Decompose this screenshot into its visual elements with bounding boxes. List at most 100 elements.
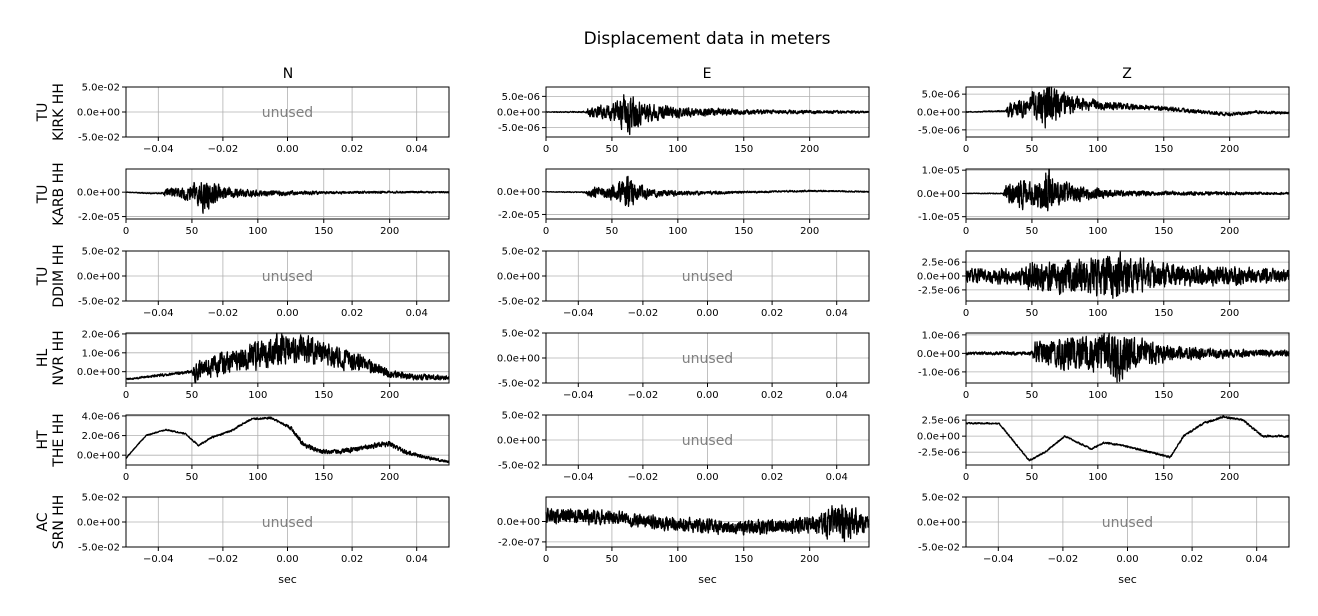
- y-tick-label: 2.5e-06: [922, 258, 960, 269]
- panel-e-4: unused −0.04 −0.02 0.00 0.02 0.04 -5.0e-02 0.0e…: [497, 411, 870, 483]
- x-tick-label: 0.02: [341, 554, 363, 565]
- panel-z-0: 0 50 100 150 200 -5.0e-06 0.0e+00 5.0e-06: [917, 86, 1290, 155]
- y-tick-label: -2.0e-07: [498, 537, 540, 548]
- x-tick-label: 200: [380, 390, 399, 401]
- x-tick-label: 200: [1220, 472, 1239, 483]
- y-tick-label: -2.5e-06: [918, 448, 960, 459]
- x-tick-label: 200: [1220, 390, 1239, 401]
- x-tick-label: 50: [186, 226, 199, 237]
- x-tick-label: −0.04: [563, 390, 594, 401]
- y-tick-label: 2.0e-06: [82, 431, 120, 442]
- x-tick-label: 200: [380, 226, 399, 237]
- x-tick-label: 0.04: [826, 308, 848, 319]
- y-tick-label: 0.0e+00: [77, 518, 120, 529]
- column-title-n: N: [283, 66, 293, 82]
- y-tick-label: 0.0e+00: [917, 432, 960, 443]
- x-tick-label: 0.02: [761, 308, 783, 319]
- x-tick-label: 0.00: [696, 308, 718, 319]
- x-tick-label: 0.04: [826, 390, 848, 401]
- panel-z-5: unused −0.04 −0.02 0.00 0.02 0.04 -5.0e-02 0.0e…: [917, 493, 1290, 586]
- y-tick-label: -5.0e-02: [498, 461, 540, 472]
- x-tick-label: 150: [734, 226, 753, 237]
- y-tick-label: 1.0e-06: [82, 348, 120, 359]
- x-tick-label: −0.02: [208, 308, 239, 319]
- panel-frame: [125, 168, 450, 220]
- y-tick-label: 0.0e+00: [77, 188, 120, 199]
- y-tick-label: -1.0e-05: [918, 212, 960, 223]
- x-tick-label: 100: [668, 144, 687, 155]
- y-tick-label: 0.0e+00: [497, 517, 540, 528]
- y-tick-label: 5.0e-02: [82, 83, 120, 94]
- x-tick-label: 0.00: [1116, 554, 1138, 565]
- panel-frame: [125, 332, 450, 384]
- panel-n-4: 0 50 100 150 200 0.0e+00 2.0e-06 4.0e-06: [77, 411, 450, 483]
- x-tick-label: 50: [606, 144, 619, 155]
- panel-z-1: 0 50 100 150 200 -1.0e-05 0.0e+00 1.0e-05: [917, 166, 1290, 237]
- y-tick-label: -2.5e-06: [918, 285, 960, 296]
- x-tick-label: 0.02: [761, 472, 783, 483]
- x-tick-label: 200: [800, 554, 819, 565]
- x-tick-label: 0: [963, 226, 969, 237]
- y-tick-label: 0.0e+00: [497, 108, 540, 119]
- y-tick-label: 1.0e-05: [922, 166, 960, 177]
- x-tick-label: 0.02: [761, 390, 783, 401]
- y-tick-label: -5.0e-06: [498, 123, 540, 134]
- x-tick-label: 0.04: [406, 554, 428, 565]
- x-tick-label: 0.04: [406, 308, 428, 319]
- y-tick-label: 1.0e-06: [922, 330, 960, 341]
- station-name-label: KARB HH: [51, 162, 67, 225]
- unused-label: unused: [262, 269, 313, 285]
- column-title-z: Z: [1122, 66, 1132, 82]
- x-tick-label: 0: [963, 390, 969, 401]
- x-tick-label: 0.02: [341, 144, 363, 155]
- y-tick-label: 0.0e+00: [917, 272, 960, 283]
- unused-label: unused: [262, 105, 313, 121]
- x-tick-label: 0.00: [696, 390, 718, 401]
- waveform-trace: [125, 416, 450, 464]
- unused-label: unused: [262, 515, 313, 531]
- x-tick-label: 0: [963, 144, 969, 155]
- x-tick-label: −0.04: [563, 308, 594, 319]
- x-tick-label: 0: [123, 390, 129, 401]
- y-tick-label: 0.0e+00: [77, 108, 120, 119]
- x-tick-label: −0.02: [208, 554, 239, 565]
- y-tick-label: 0.0e+00: [497, 272, 540, 283]
- x-tick-label: 100: [1088, 308, 1107, 319]
- x-tick-label: 150: [1154, 226, 1173, 237]
- x-tick-label: 50: [1026, 308, 1039, 319]
- panel-n-3: 0 50 100 150 200 0.0e+00 1.0e-06 2.0e-06: [77, 329, 450, 401]
- x-axis-label: sec: [1118, 573, 1137, 586]
- x-tick-label: −0.04: [143, 308, 174, 319]
- panel-e-2: unused −0.04 −0.02 0.00 0.02 0.04 -5.0e-02 0.0e…: [497, 247, 870, 319]
- x-tick-label: 100: [248, 472, 267, 483]
- x-tick-label: 100: [248, 390, 267, 401]
- y-tick-label: 5.0e-02: [502, 247, 540, 258]
- station-name-label: SRN HH: [51, 495, 67, 550]
- waveform-trace: [965, 332, 1290, 383]
- panel-e-0: 0 50 100 150 200 -5.0e-06 0.0e+00 5.0e-06: [497, 86, 870, 155]
- x-tick-label: 200: [1220, 226, 1239, 237]
- x-tick-label: −0.04: [143, 144, 174, 155]
- panel-frame: [545, 496, 870, 548]
- x-tick-label: 200: [800, 144, 819, 155]
- x-tick-label: 50: [1026, 472, 1039, 483]
- waveform-trace: [965, 86, 1290, 129]
- x-tick-label: 0.00: [276, 144, 298, 155]
- y-tick-label: 5.0e-02: [502, 329, 540, 340]
- station-name-label: KIRK HH: [51, 83, 67, 141]
- station-name-label: NVR HH: [51, 330, 67, 385]
- x-tick-label: 0: [123, 226, 129, 237]
- x-tick-label: 0.04: [406, 144, 428, 155]
- x-tick-label: 0.00: [276, 554, 298, 565]
- station-name-label: DDIM HH: [51, 244, 67, 307]
- x-tick-label: 100: [1088, 144, 1107, 155]
- x-tick-label: −0.04: [983, 554, 1014, 565]
- waveform-trace: [125, 181, 450, 214]
- y-tick-label: 5.0e-02: [82, 493, 120, 504]
- x-tick-label: 150: [314, 226, 333, 237]
- y-tick-label: 2.5e-06: [922, 416, 960, 427]
- y-tick-label: 5.0e-06: [922, 90, 960, 101]
- panel-frame: [965, 414, 1290, 466]
- x-tick-label: 0: [963, 308, 969, 319]
